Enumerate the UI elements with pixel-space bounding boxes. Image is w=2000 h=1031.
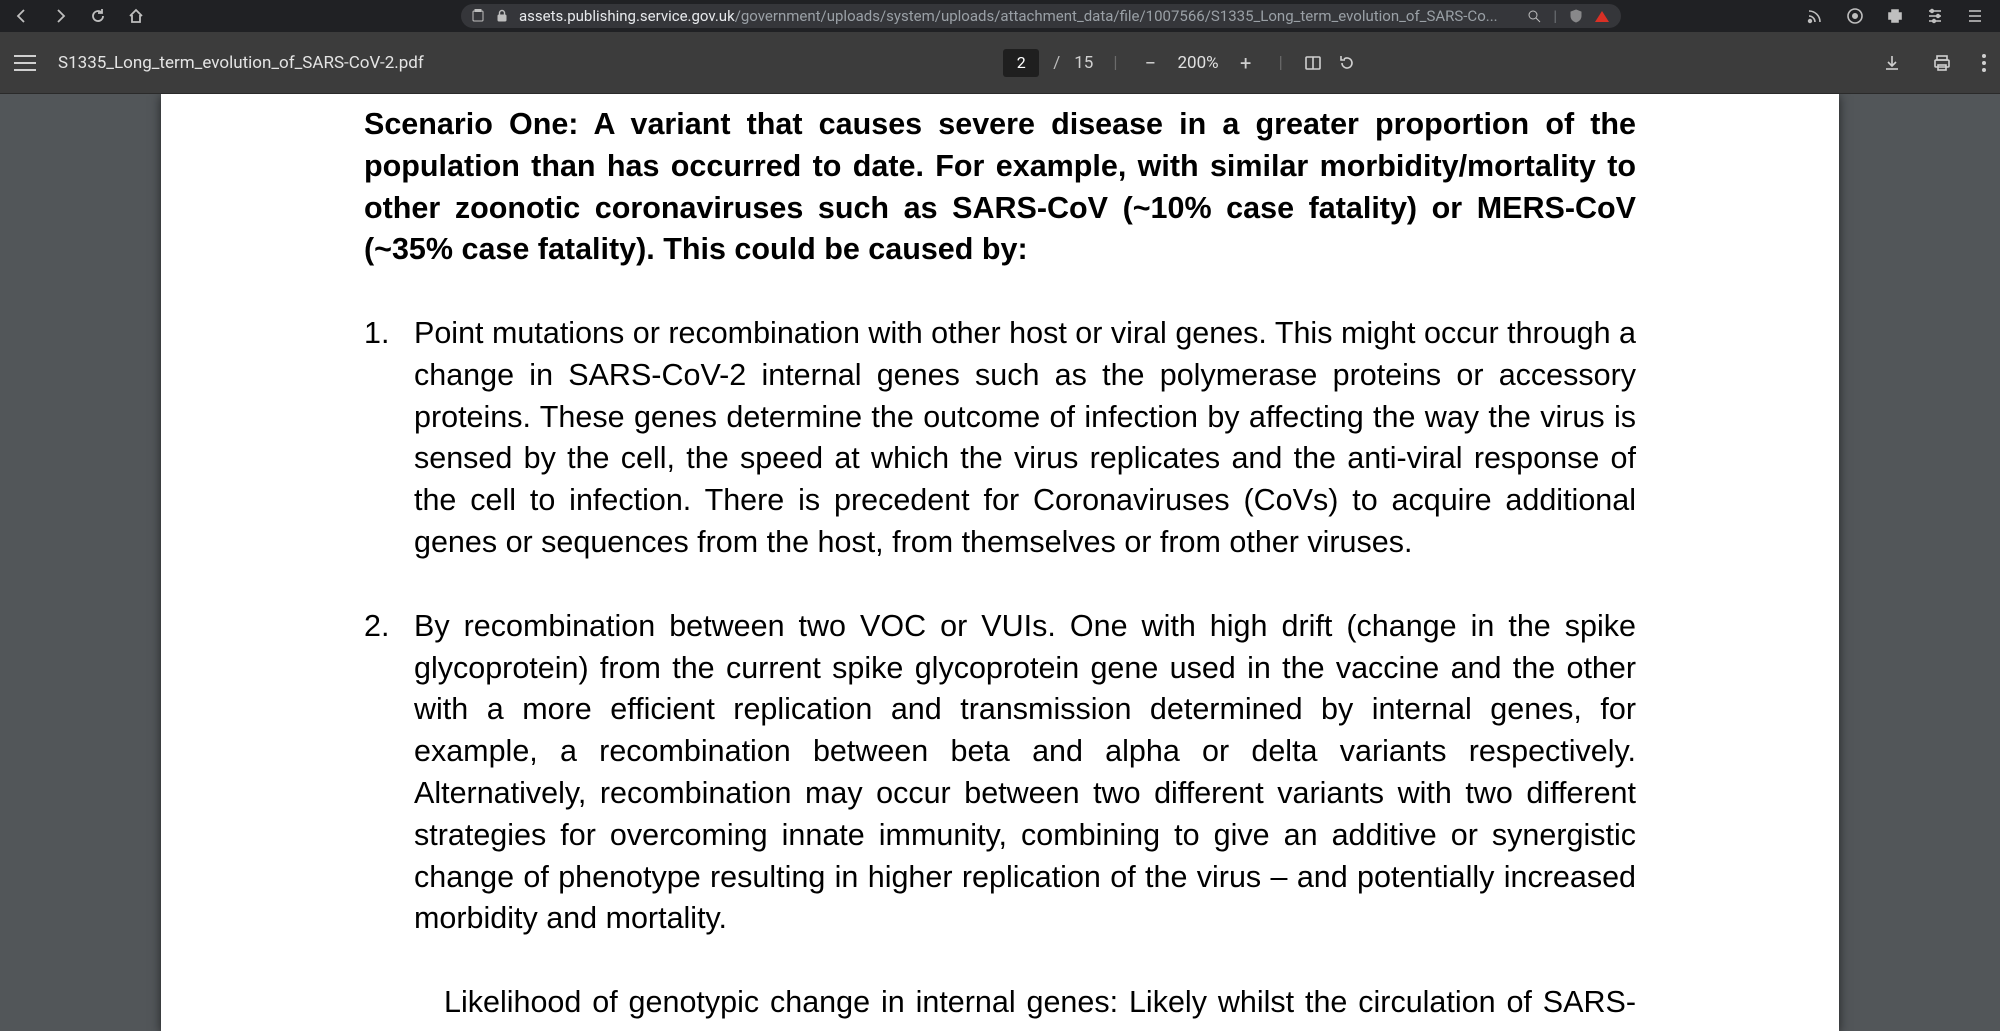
pdf-toolbar: S1335_Long_term_evolution_of_SARS-CoV-2.…	[0, 32, 2000, 94]
nav-button-group	[14, 8, 144, 24]
url-text: assets.publishing.service.gov.uk/governm…	[519, 7, 1511, 25]
scenario-heading: Scenario One: A variant that causes seve…	[364, 104, 1636, 271]
toolbar-separator-1: |	[1113, 53, 1117, 73]
pdf-toolbar-center: 2 / 15 | − 200% + |	[534, 49, 1826, 77]
back-icon[interactable]	[14, 8, 30, 24]
page-number-input[interactable]: 2	[1003, 49, 1039, 77]
omnibox-trailing-icons: |	[1527, 7, 1609, 25]
tab-icon[interactable]	[471, 9, 485, 23]
extension-icon-group	[1806, 7, 1984, 25]
home-icon[interactable]	[128, 8, 144, 24]
zoom-out-button[interactable]: −	[1138, 50, 1164, 76]
document-content: Scenario One: A variant that causes seve…	[364, 104, 1636, 1031]
browser-menu-icon[interactable]	[1966, 7, 1984, 25]
numbered-list: Point mutations or recombination with ot…	[364, 313, 1636, 940]
pdf-viewport[interactable]: Scenario One: A variant that causes seve…	[0, 94, 2000, 1031]
likelihood-paragraph: Likelihood of genotypic change in intern…	[444, 982, 1636, 1031]
page-total: 15	[1074, 53, 1093, 73]
rotate-icon[interactable]	[1337, 53, 1357, 73]
pdf-more-menu-icon[interactable]	[1982, 54, 1986, 72]
url-path: /government/uploads/system/uploads/attac…	[735, 7, 1498, 25]
lock-icon[interactable]	[495, 9, 509, 23]
zoom-icon[interactable]	[1527, 9, 1541, 23]
pdf-page: Scenario One: A variant that causes seve…	[161, 94, 1839, 1031]
download-icon[interactable]	[1882, 53, 1902, 73]
pdf-file-name: S1335_Long_term_evolution_of_SARS-CoV-2.…	[58, 53, 424, 73]
list-item-2: By recombination between two VOC or VUIs…	[364, 606, 1636, 940]
omnibox-container: assets.publishing.service.gov.uk/governm…	[144, 4, 1798, 28]
rss-icon[interactable]	[1806, 7, 1824, 25]
url-host: assets.publishing.service.gov.uk	[519, 7, 735, 25]
fit-page-icon[interactable]	[1303, 53, 1323, 73]
pdf-toolbar-right	[1826, 53, 1986, 73]
equalizer-icon[interactable]	[1926, 7, 1944, 25]
omnibox[interactable]: assets.publishing.service.gov.uk/governm…	[461, 4, 1621, 28]
toolbar-separator-2: |	[1279, 53, 1283, 73]
extensions-icon[interactable]	[1886, 7, 1904, 25]
sidebar-toggle-icon[interactable]	[14, 55, 36, 71]
shield-icon[interactable]	[1569, 9, 1583, 23]
forward-icon[interactable]	[52, 8, 68, 24]
zoom-percent: 200%	[1178, 53, 1219, 73]
print-icon[interactable]	[1932, 53, 1952, 73]
page-separator: /	[1053, 53, 1060, 73]
list-item-1: Point mutations or recombination with ot…	[364, 313, 1636, 564]
reload-icon[interactable]	[90, 8, 106, 24]
browser-chrome-bar: assets.publishing.service.gov.uk/governm…	[0, 0, 2000, 32]
zoom-in-button[interactable]: +	[1233, 50, 1259, 76]
warning-icon[interactable]	[1595, 11, 1609, 22]
omnibox-separator: |	[1553, 7, 1557, 25]
pdf-toolbar-left: S1335_Long_term_evolution_of_SARS-CoV-2.…	[14, 53, 534, 73]
eye-icon[interactable]	[1846, 7, 1864, 25]
